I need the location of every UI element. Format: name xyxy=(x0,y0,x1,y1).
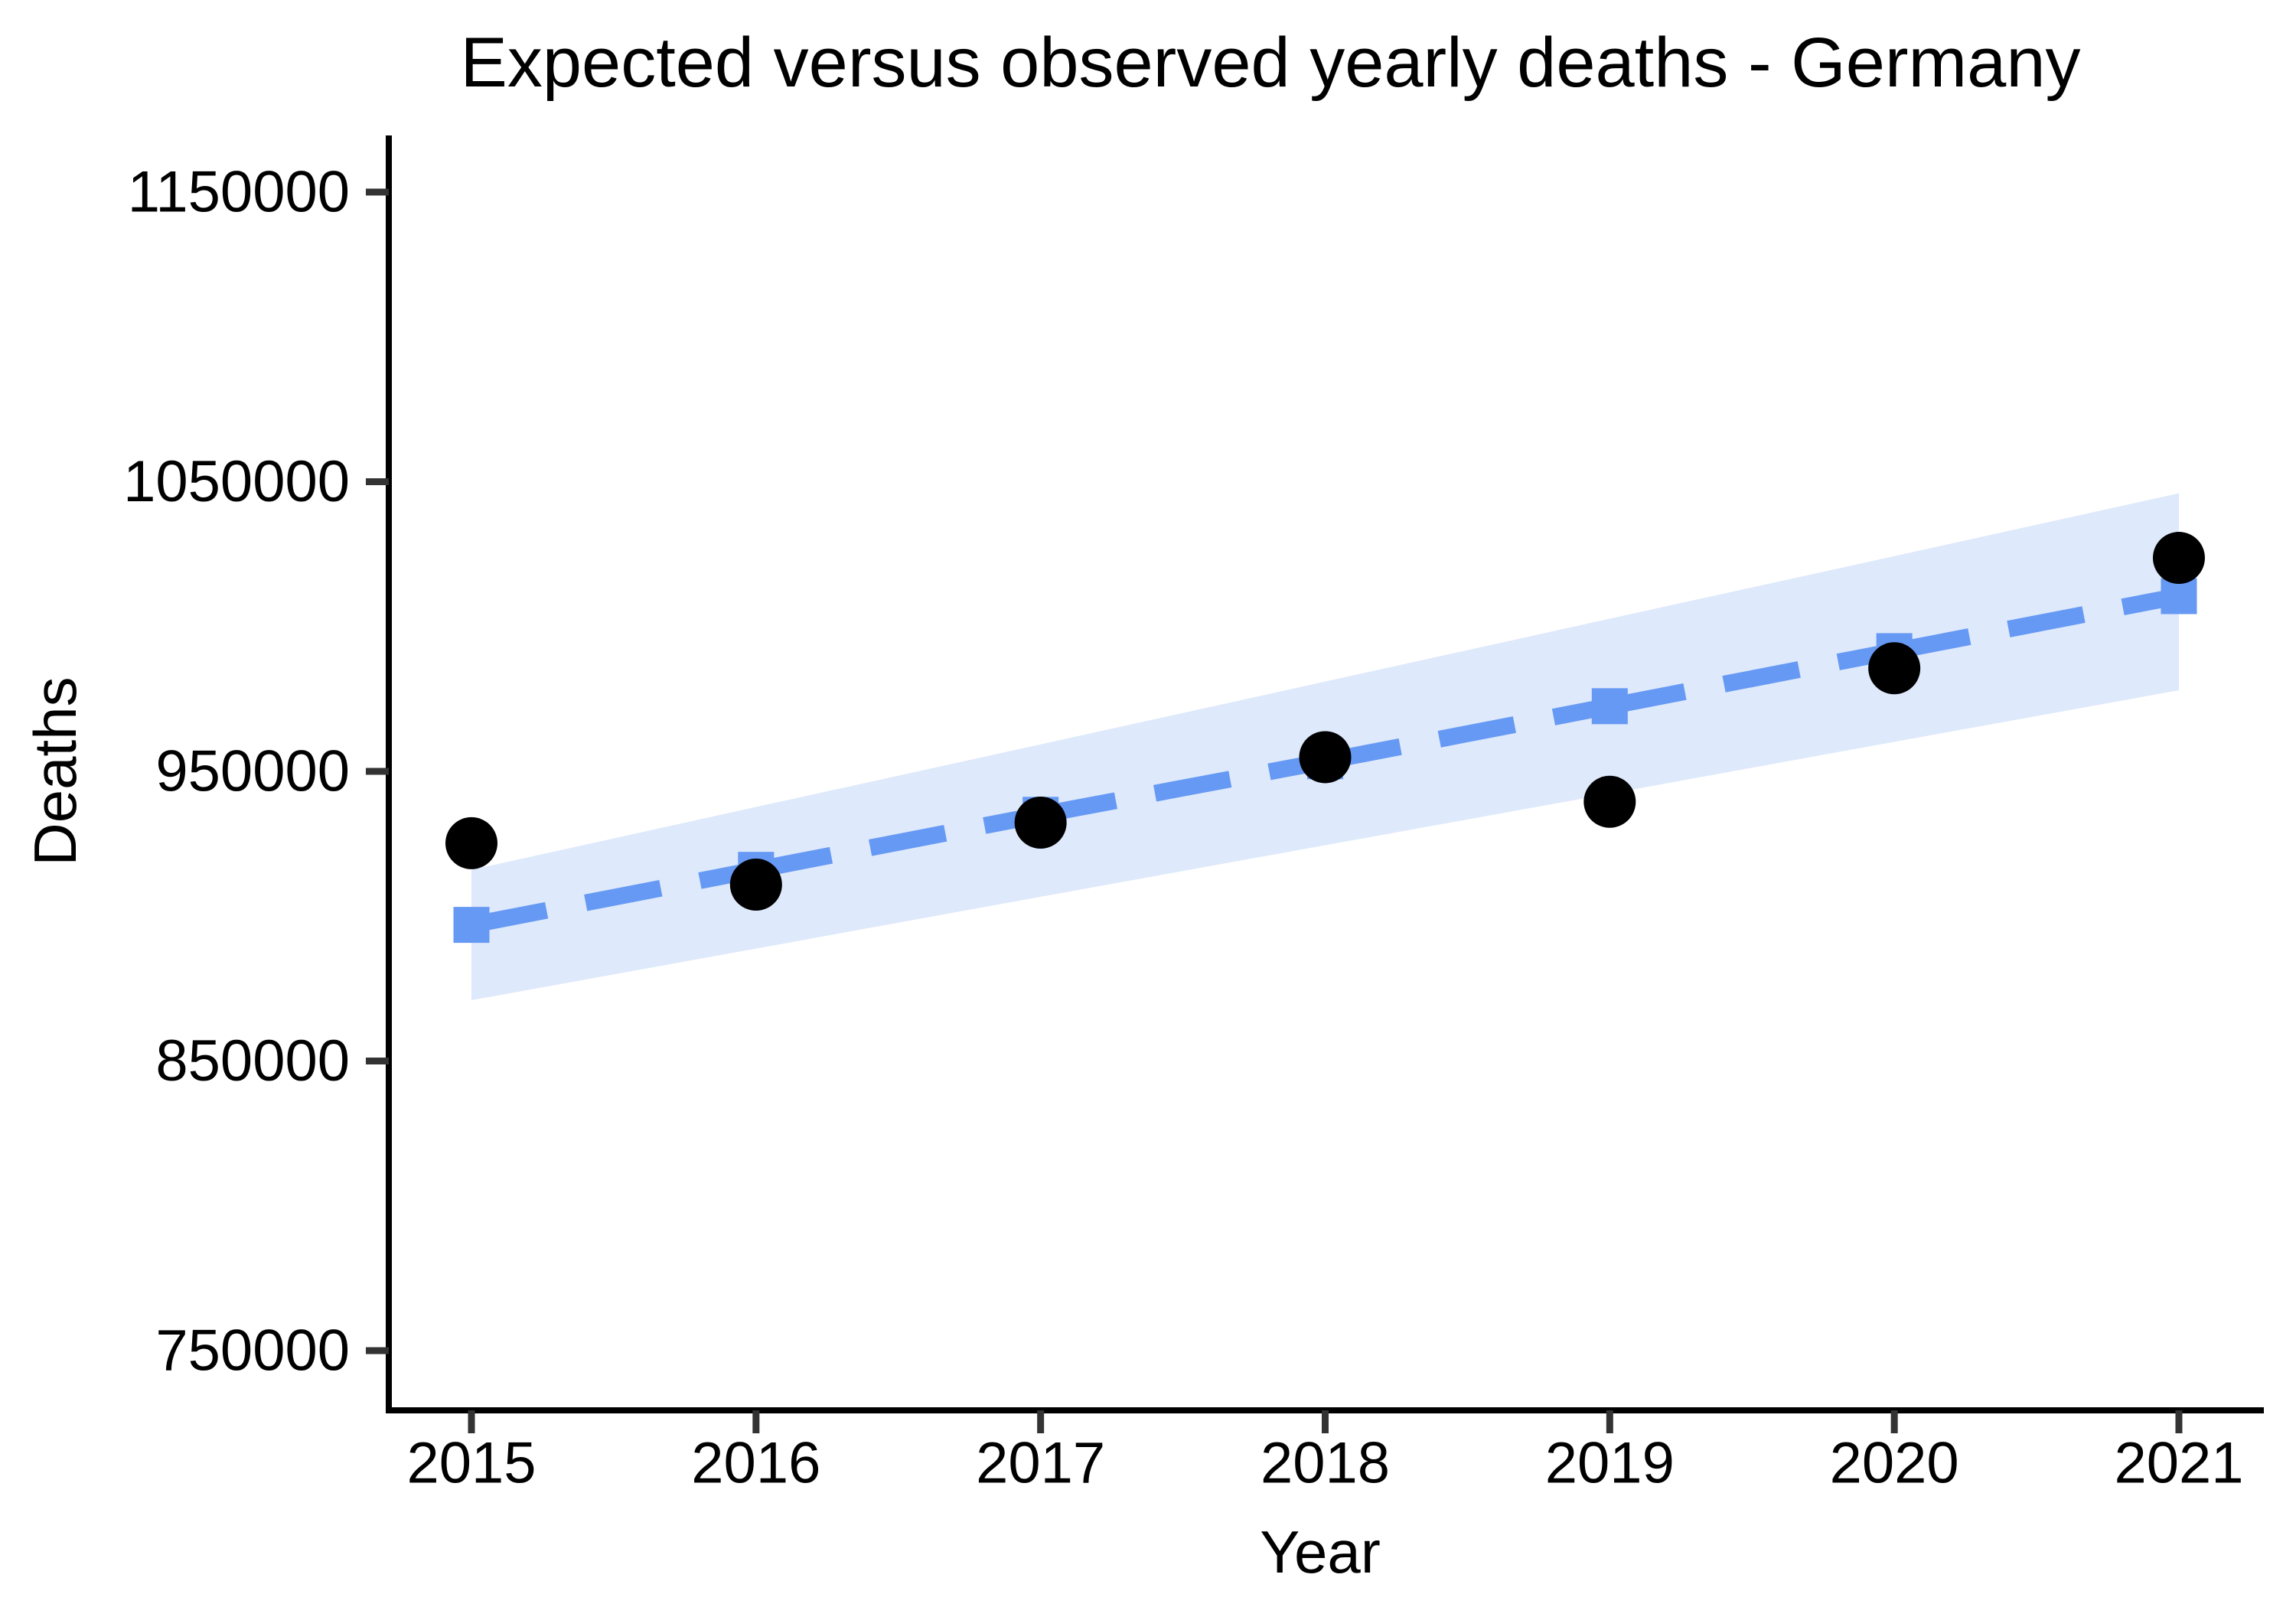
observed-point-2019 xyxy=(1583,775,1636,828)
expected-marker-2019 xyxy=(1591,688,1628,725)
expected-line-segment xyxy=(754,806,1042,878)
observed-point-2016 xyxy=(729,858,782,911)
expected-marker-2021 xyxy=(2161,578,2197,614)
x-tick-label: 2015 xyxy=(406,1431,536,1496)
y-tick-label: 750000 xyxy=(155,1319,350,1384)
axes-layer xyxy=(366,135,2264,1433)
expected-line-segment xyxy=(1893,588,2181,660)
x-tick-label: 2017 xyxy=(976,1431,1105,1496)
x-tick-label: 2019 xyxy=(1545,1431,1675,1496)
y-tick-label: 950000 xyxy=(155,739,350,804)
x-tick-label: 2016 xyxy=(691,1431,820,1496)
observed-point-2021 xyxy=(2152,532,2205,585)
expected-marker-2015 xyxy=(453,907,490,944)
tick-label-layer: 1150000 1050000 950000 850000 750000 2015 2016… xyxy=(123,160,2243,1496)
y-tick-label: 1150000 xyxy=(128,160,350,225)
x-tick-label: 2020 xyxy=(1830,1431,1959,1496)
expected-line-segment xyxy=(1039,752,1327,823)
observed-point-2018 xyxy=(1299,731,1352,784)
observed-point-2017 xyxy=(1014,796,1067,849)
x-tick-label: 2021 xyxy=(2114,1431,2243,1496)
observed-point-2020 xyxy=(1868,642,1921,695)
chart-title: Expected versus observed yearly deaths -… xyxy=(461,24,2081,102)
y-tick-label: 850000 xyxy=(155,1028,350,1094)
expected-line-layer xyxy=(469,588,2181,934)
y-tick-label: 1050000 xyxy=(123,449,350,514)
x-axis-title: Year xyxy=(1260,1518,1381,1586)
expected-line-segment xyxy=(1608,643,1896,715)
observed-point-layer xyxy=(445,532,2205,911)
expected-line-segment xyxy=(469,861,758,934)
x-tick-label: 2018 xyxy=(1261,1431,1390,1496)
y-axis-title: Deaths xyxy=(21,676,89,865)
observed-point-2015 xyxy=(445,817,497,869)
expected-line-segment xyxy=(1323,698,1612,770)
